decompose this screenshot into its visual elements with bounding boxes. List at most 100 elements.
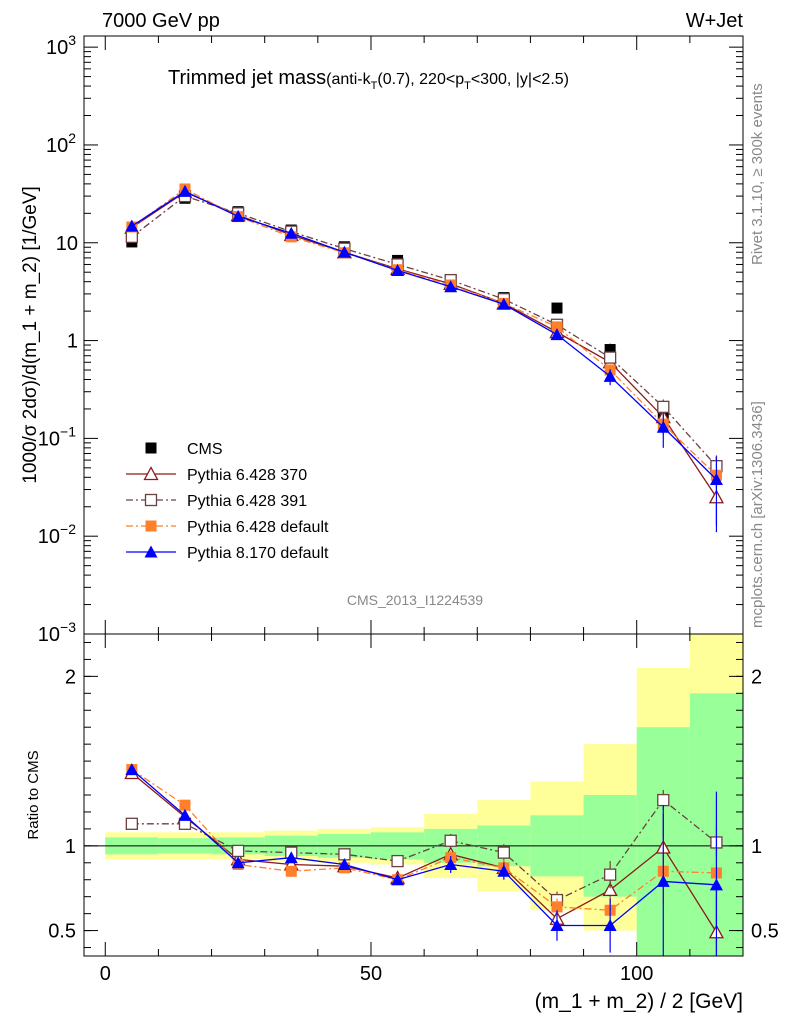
ratio-data-point <box>179 799 191 811</box>
main-plot-frame <box>83 35 744 635</box>
legend-label: Pythia 6.428 default <box>187 519 329 536</box>
data-point <box>497 297 511 310</box>
plot-title: Trimmed jet mass(anti-kT(0.7), 220<pT<30… <box>168 67 569 92</box>
series-p6_391 <box>125 189 723 481</box>
ratio-y-tick-label-left: 2 <box>65 666 76 688</box>
legend-marker <box>144 545 158 558</box>
y-tick-label: 10−3 <box>38 619 76 646</box>
data-point <box>178 184 192 197</box>
rivet-version-label: Rivet 3.1.10, ≥ 300k events <box>749 83 766 265</box>
plot-title-sub-c: <300, |y|<2.5) <box>471 71 569 88</box>
data-point <box>604 344 616 356</box>
legend-marker <box>143 466 159 481</box>
legend-entry-p6_391: Pythia 6.428 391 <box>126 493 307 510</box>
legend-marker <box>144 493 158 507</box>
ratio-axes: 0.5 0.5 1 1 2 2 0 50 100 <box>48 634 779 985</box>
y-tick-label-exponent: −3 <box>60 619 76 635</box>
y-tick-label-exponent: 2 <box>68 130 76 146</box>
ratio-plot-panel: 0.5 0.5 1 1 2 2 0 50 100 Ratio to CMS (m_1 + m_2… <box>25 633 779 1013</box>
ratio-data-point <box>497 864 511 877</box>
y-tick-label-base: 10 <box>46 37 68 59</box>
ratio-data-point <box>603 918 617 931</box>
main-plot-marks <box>124 183 725 533</box>
legend-label: Pythia 6.428 370 <box>187 467 307 484</box>
ratio-uncertainty-bands <box>84 634 743 956</box>
plot-title-sub-b: (0.7), 220<p <box>377 71 464 88</box>
ratio-data-point <box>603 868 617 881</box>
y-tick-label-base: 10 <box>46 135 68 157</box>
ratio-data-point <box>497 846 510 859</box>
x-axis-title: (m_1 + m_2) / 2 [GeV] <box>535 990 743 1013</box>
series-line-p6_default <box>131 188 717 476</box>
y-tick-label: 10 <box>56 233 78 255</box>
data-point <box>391 264 405 277</box>
ratio-y-tick-label-right: 0.5 <box>751 921 779 943</box>
ratio-data-point <box>709 878 723 891</box>
ratio-data-point <box>231 844 245 858</box>
data-point <box>284 226 298 239</box>
series-line-p6_391 <box>131 195 717 467</box>
y-tick-label-exponent: −1 <box>60 423 76 439</box>
ratio-y-tick-label-right: 2 <box>751 666 762 688</box>
ratio-data-point <box>231 856 245 869</box>
data-point <box>551 321 563 333</box>
ratio-data-point <box>391 873 405 886</box>
data-point <box>231 209 245 222</box>
ratio-y-tick-label-right: 1 <box>751 836 762 858</box>
mcplots-label: mcplots.cern.ch [arXiv:1306.3436] <box>749 401 766 628</box>
y-tick-label-base: 10 <box>38 624 60 646</box>
data-point <box>551 302 563 314</box>
ratio-data-point <box>125 817 138 830</box>
legend-entry-cms: CMS <box>145 441 223 458</box>
y-tick-label-base: 1 <box>67 331 78 353</box>
ratio-plot-marks <box>124 763 725 956</box>
ratio-data-point <box>125 763 139 776</box>
data-point <box>603 369 617 382</box>
series-line-p8_default <box>131 190 717 480</box>
ratio-series-p8_default <box>125 763 723 956</box>
data-point <box>125 219 139 232</box>
ratio-data-point <box>284 851 298 864</box>
data-point <box>125 230 138 243</box>
series-p8_default <box>125 184 723 533</box>
legend-marker <box>145 520 157 532</box>
ratio-data-point <box>602 882 618 897</box>
y-tick-label: 10−1 <box>38 423 76 450</box>
data-point <box>657 400 670 414</box>
ratio-line-p6_370 <box>131 772 717 933</box>
legend-entry-p6_370: Pythia 6.428 370 <box>126 466 307 484</box>
series-line-p6_370 <box>131 191 717 498</box>
x-tick-label: 100 <box>620 963 653 985</box>
y-tick-label-base: 10 <box>56 233 78 255</box>
ratio-data-point <box>656 874 670 887</box>
plot-title-sub-a-sub: T <box>371 80 378 92</box>
ratio-data-point <box>178 808 192 821</box>
analysis-id: CMS_2013_I1224539 <box>347 592 483 608</box>
ratio-data-point <box>657 793 670 807</box>
y-tick-label: 102 <box>46 130 76 157</box>
legend-entry-p6_default: Pythia 6.428 default <box>126 519 329 536</box>
data-point <box>709 472 723 485</box>
plot-title-main: Trimmed jet mass <box>168 67 326 89</box>
ratio-line-p8_default <box>131 769 717 927</box>
legend-entry-p8_default: Pythia 8.170 default <box>126 545 329 562</box>
ratio-data-point <box>550 918 564 931</box>
process-label: W+Jet <box>686 10 744 32</box>
ratio-data-point <box>444 834 457 847</box>
y-tick-label: 103 <box>46 32 76 59</box>
ratio-line-p6_391 <box>131 799 717 901</box>
main-y-axis-title: 1000/σ 2dσ)/d(m_1 + m_2) [1/GeV] <box>20 186 41 484</box>
legend: CMS Pythia 6.428 370 Pythia 6.428 391 Pythi… <box>126 441 329 562</box>
ratio-data-point <box>285 865 297 877</box>
ratio-data-point <box>444 857 458 870</box>
data-point <box>444 280 458 293</box>
legend-label: Pythia 8.170 default <box>187 545 329 562</box>
data-point <box>603 351 617 364</box>
ratio-y-tick-label-left: 1 <box>65 836 76 858</box>
x-tick-label: 50 <box>360 963 382 985</box>
legend-label: Pythia 6.428 391 <box>187 493 307 510</box>
plot-title-sub-b-sub: T <box>464 80 471 92</box>
